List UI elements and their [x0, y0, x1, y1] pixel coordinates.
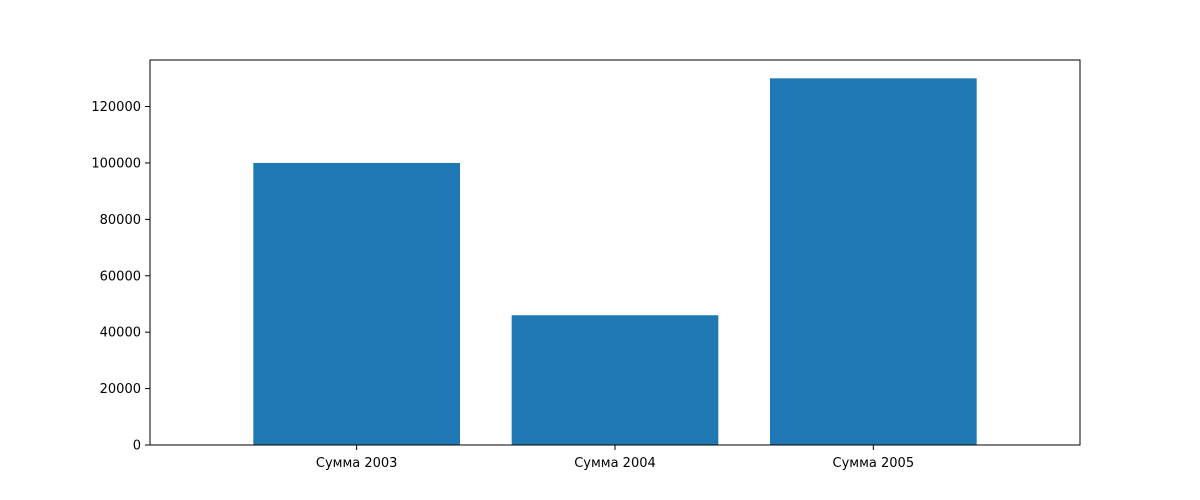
- x-tick-label-1: Сумма 2003: [316, 456, 398, 471]
- bars-layer: [253, 78, 977, 445]
- y-tick-label-1: 20000: [100, 382, 141, 397]
- x-tick-label-2: Сумма 2004: [574, 456, 656, 471]
- x-tick-label-3: Сумма 2005: [833, 456, 915, 471]
- y-axis: 0 20000 40000 60000 80000 100000 120000: [91, 100, 150, 454]
- bar-1: [253, 162, 460, 445]
- y-tick-label-6: 120000: [91, 100, 141, 115]
- y-tick-label-4: 80000: [100, 213, 141, 228]
- plot-frame: [149, 59, 1081, 446]
- y-tick-label-2: 40000: [100, 326, 141, 341]
- x-axis: Сумма 2003 Сумма 2004 Сумма 2005: [316, 445, 914, 471]
- y-tick-label-3: 60000: [100, 269, 141, 284]
- y-tick-label-0: 0: [133, 439, 141, 454]
- bar-2: [511, 315, 719, 445]
- bar-3: [770, 78, 977, 445]
- y-tick-label-5: 100000: [91, 156, 141, 171]
